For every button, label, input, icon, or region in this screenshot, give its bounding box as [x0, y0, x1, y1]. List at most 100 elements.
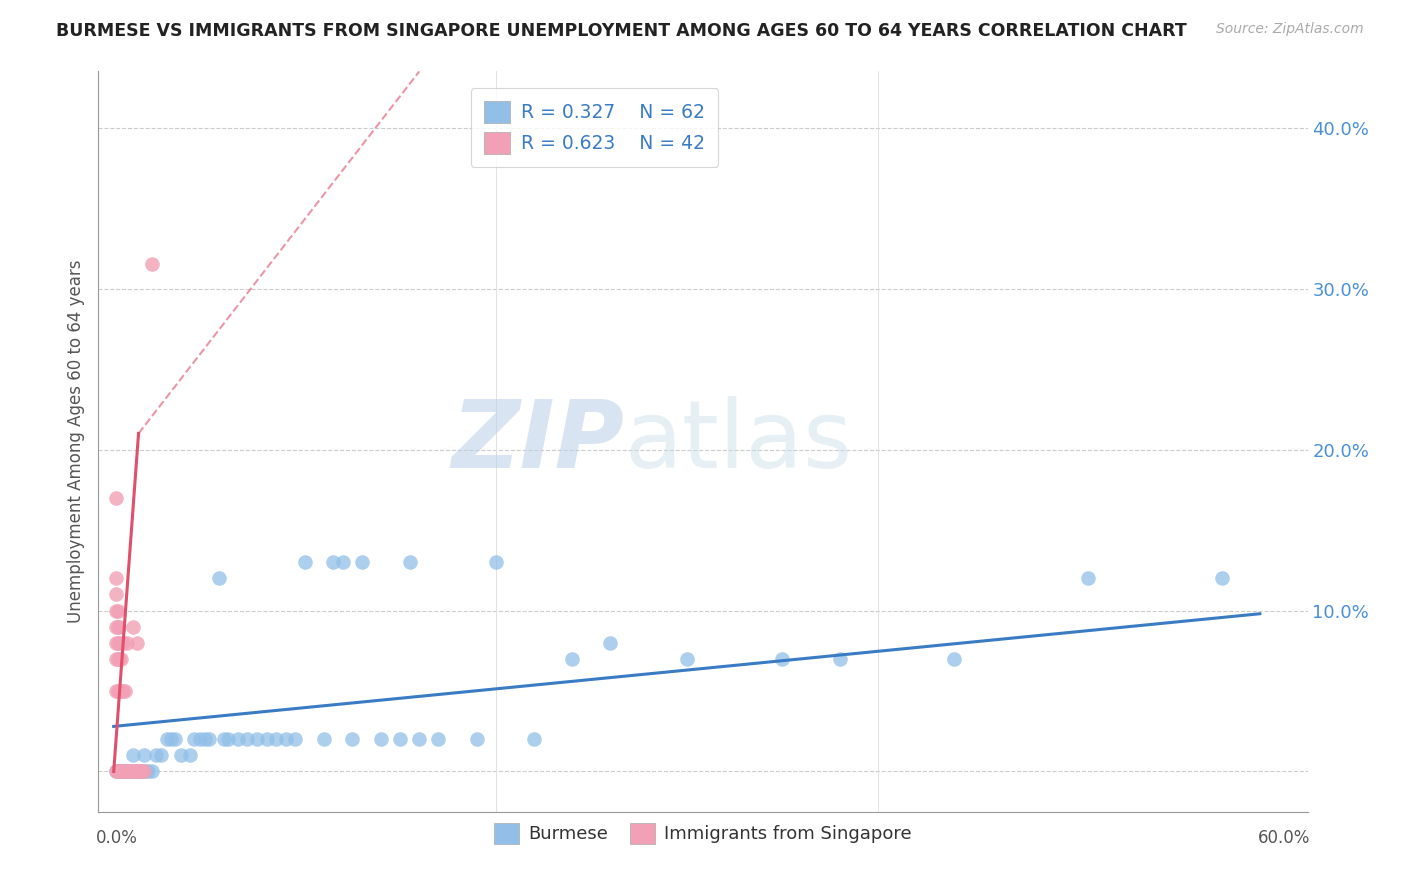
Point: [125, 764, 148, 779]
Point: [561, 652, 583, 666]
Point: [675, 652, 697, 666]
Point: [104, 652, 127, 666]
Point: [1077, 571, 1099, 585]
Point: [110, 652, 132, 666]
Point: [160, 732, 183, 747]
Point: [599, 636, 621, 650]
Point: [198, 732, 221, 747]
Point: [131, 764, 153, 779]
Point: [104, 571, 127, 585]
Point: [179, 748, 201, 763]
Point: [104, 636, 127, 650]
Text: Source: ZipAtlas.com: Source: ZipAtlas.com: [1216, 22, 1364, 37]
Point: [129, 764, 152, 779]
Point: [183, 732, 205, 747]
Point: [226, 732, 249, 747]
Point: [114, 684, 136, 698]
Point: [350, 555, 373, 569]
Point: [322, 555, 344, 569]
Point: [145, 748, 167, 763]
Point: [108, 764, 131, 779]
Point: [112, 764, 135, 779]
Point: [169, 748, 191, 763]
Point: [110, 764, 132, 779]
Point: [284, 732, 307, 747]
Point: [114, 764, 136, 779]
Point: [121, 619, 143, 633]
Point: [150, 748, 173, 763]
Point: [217, 732, 239, 747]
Text: 0.0%: 0.0%: [96, 829, 138, 847]
Point: [108, 619, 131, 633]
Point: [312, 732, 335, 747]
Point: [120, 764, 142, 779]
Point: [104, 491, 127, 505]
Point: [107, 636, 129, 650]
Point: [115, 764, 138, 779]
Point: [112, 636, 135, 650]
Point: [107, 652, 129, 666]
Point: [108, 764, 131, 779]
Point: [246, 732, 269, 747]
Point: [107, 603, 129, 617]
Text: atlas: atlas: [624, 395, 852, 488]
Point: [128, 764, 150, 779]
Point: [125, 764, 148, 779]
Point: [104, 764, 127, 779]
Point: [274, 732, 297, 747]
Point: [104, 684, 127, 698]
Point: [108, 652, 131, 666]
Point: [128, 764, 150, 779]
Point: [156, 732, 179, 747]
Point: [129, 764, 152, 779]
Point: [110, 764, 132, 779]
Point: [107, 764, 129, 779]
Point: [104, 619, 127, 633]
Point: [134, 748, 156, 763]
Point: [135, 764, 157, 779]
Point: [120, 764, 142, 779]
Point: [398, 555, 420, 569]
Point: [264, 732, 287, 747]
Point: [108, 636, 131, 650]
Point: [121, 764, 143, 779]
Point: [770, 652, 793, 666]
Point: [118, 764, 141, 779]
Point: [108, 684, 131, 698]
Point: [124, 764, 146, 779]
Point: [294, 555, 316, 569]
Point: [112, 684, 135, 698]
Point: [256, 732, 278, 747]
Point: [114, 764, 136, 779]
Point: [110, 684, 132, 698]
Point: [134, 764, 156, 779]
Point: [208, 571, 231, 585]
Point: [370, 732, 392, 747]
Point: [107, 764, 129, 779]
Point: [236, 732, 259, 747]
Point: [485, 555, 508, 569]
Point: [107, 684, 129, 698]
Text: ZIP: ZIP: [451, 395, 624, 488]
Point: [332, 555, 354, 569]
Point: [104, 587, 127, 601]
Point: [131, 764, 153, 779]
Point: [427, 732, 450, 747]
Point: [465, 732, 488, 747]
Point: [136, 764, 159, 779]
Point: [194, 732, 217, 747]
Point: [389, 732, 412, 747]
Point: [125, 636, 148, 650]
Point: [141, 764, 163, 779]
Point: [112, 764, 135, 779]
Point: [188, 732, 211, 747]
Point: [115, 764, 138, 779]
Point: [115, 636, 138, 650]
Point: [828, 652, 851, 666]
Point: [118, 764, 141, 779]
Point: [124, 764, 146, 779]
Text: 60.0%: 60.0%: [1258, 829, 1310, 847]
Point: [943, 652, 966, 666]
Point: [107, 619, 129, 633]
Point: [342, 732, 364, 747]
